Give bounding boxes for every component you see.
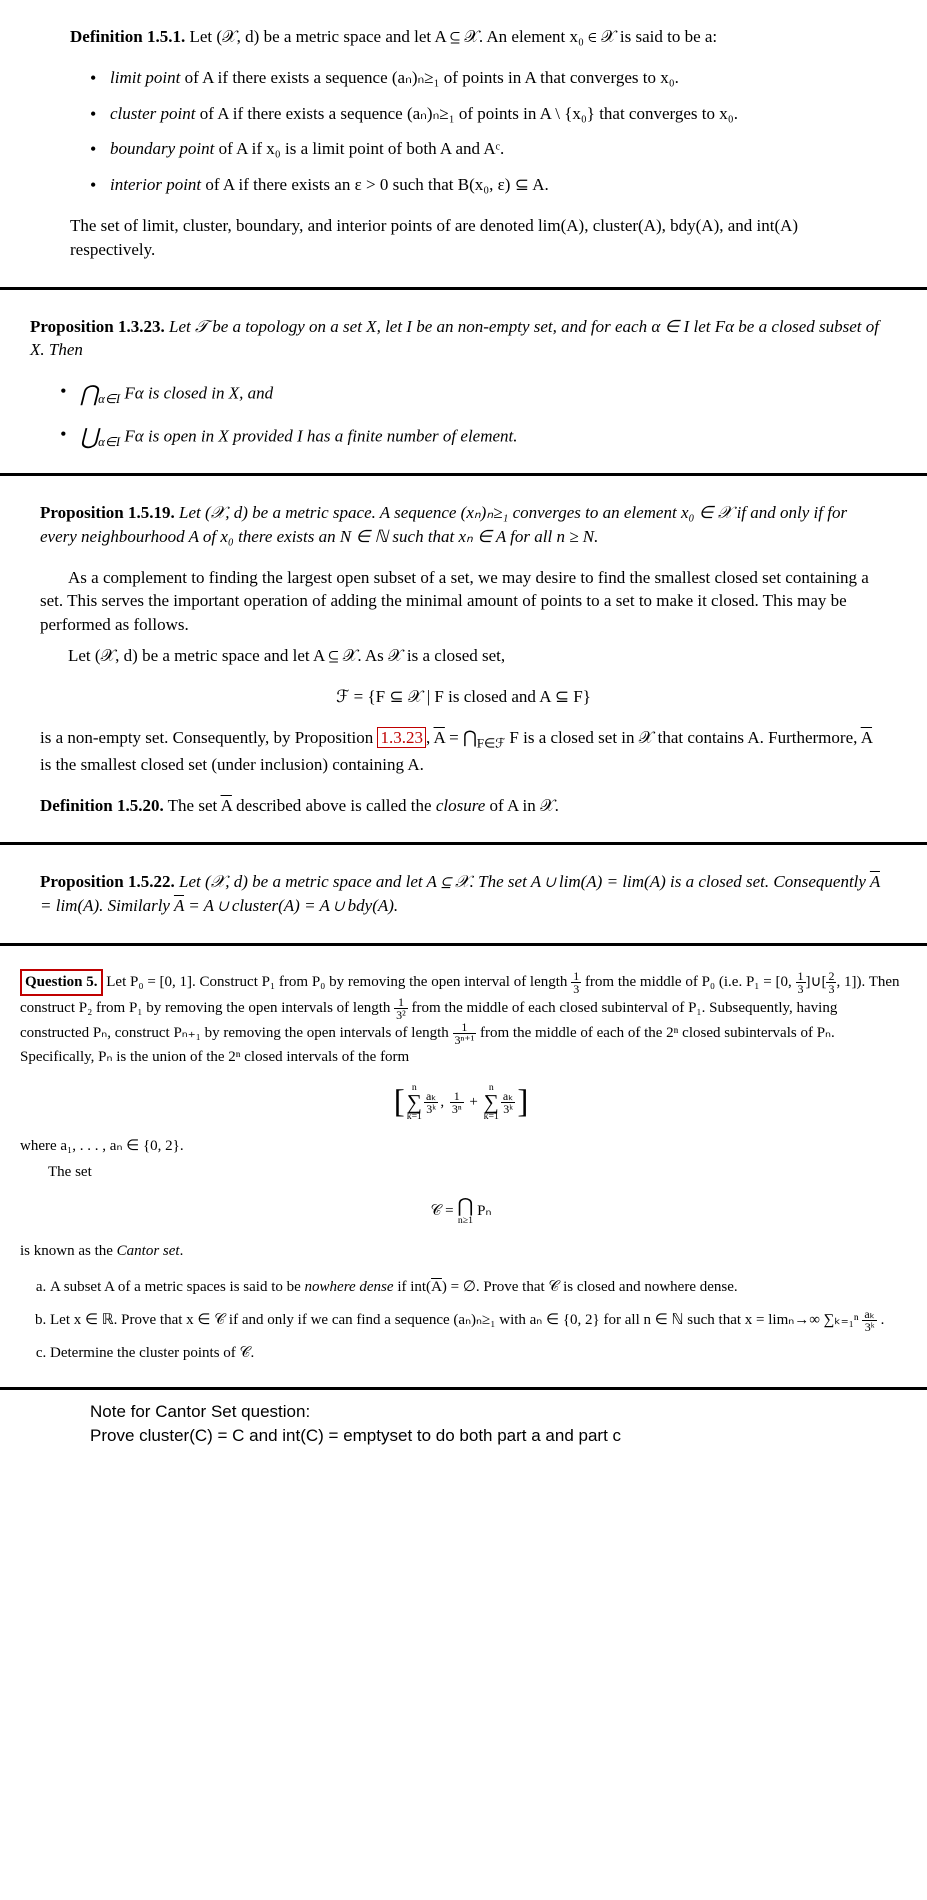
def-label: Definition 1.5.1. <box>70 27 185 46</box>
def-items: limit point of A if there exists a seque… <box>70 66 867 197</box>
q5-part-a: A subset A of a metric spaces is said to… <box>50 1277 902 1298</box>
q5-part-c: Determine the cluster points of 𝒞. <box>50 1343 902 1364</box>
q5-where: where a₁, . . . , aₙ ∈ {0, 2}. <box>20 1136 902 1157</box>
footer-note: Note for Cantor Set question: Prove clus… <box>0 1390 927 1478</box>
q5-intro: Question 5. Let P₀ = [0, 1]. Construct P… <box>20 969 902 1068</box>
note-line-2: Prove cluster(C) = C and int(C) = emptys… <box>90 1424 927 1448</box>
def-heading: Definition 1.5.1. Let (𝒳, d) be a metric… <box>70 25 867 49</box>
q5-theset: The set <box>20 1162 902 1183</box>
question-label: Question 5. <box>20 969 103 996</box>
note-line-1: Note for Cantor Set question: <box>90 1400 927 1424</box>
prop-1519: Proposition 1.5.19. Let (𝒳, d) be a metr… <box>40 501 887 549</box>
prop-heading: Proposition 1.3.23. Let 𝒯 be a topology … <box>30 315 887 363</box>
definition-1-5-1: Definition 1.5.1. Let (𝒳, d) be a metric… <box>0 0 927 290</box>
def-item-interior: interior point of A if there exists an ε… <box>90 173 867 197</box>
eq-cantor-def: 𝒞 = ⋂n≥1 Pₙ <box>20 1198 902 1225</box>
para-let: Let (𝒳, d) be a metric space and let A ⊆… <box>40 644 887 668</box>
para-complement: As a complement to finding the largest o… <box>40 566 887 637</box>
def-intro: Let (𝒳, d) be a metric space and let A ⊆… <box>185 27 717 46</box>
q5-cantor-name: is known as the Cantor set. <box>20 1241 902 1262</box>
q5-parts: A subset A of a metric spaces is said to… <box>20 1277 902 1364</box>
def-item-limit: limit point of A if there exists a seque… <box>90 66 867 90</box>
eq-interval-form: [ n∑k=1 aₖ3ᵏ , 13ⁿ + n∑k=1 aₖ3ᵏ ] <box>20 1083 902 1121</box>
prop-bullets: ⋂α∈I Fα is closed in X, and ⋃α∈I Fα is o… <box>30 379 887 453</box>
ref-link-1-3-23[interactable]: 1.3.23 <box>377 727 426 748</box>
bullet-intersection-closed: ⋂α∈I Fα is closed in X, and <box>60 379 887 410</box>
question-5: Question 5. Let P₀ = [0, 1]. Construct P… <box>0 946 927 1390</box>
def-item-boundary: boundary point of A if x₀ is a limit poi… <box>90 137 867 161</box>
def-outro: The set of limit, cluster, boundary, and… <box>70 214 867 262</box>
proposition-1-5-22: Proposition 1.5.22. Let (𝒳, d) be a metr… <box>0 845 927 946</box>
para-consequently: is a non-empty set. Consequently, by Pro… <box>40 726 887 777</box>
bullet-union-open: ⋃α∈I Fα is open in X provided I has a fi… <box>60 422 887 453</box>
proposition-1-3-23: Proposition 1.3.23. Let 𝒯 be a topology … <box>0 290 927 476</box>
eq-family-F: ℱ = {F ⊆ 𝒳 | F is closed and A ⊆ F} <box>40 685 887 709</box>
prop-1522-body: Proposition 1.5.22. Let (𝒳, d) be a metr… <box>40 870 887 918</box>
proposition-1-5-19: Proposition 1.5.19. Let (𝒳, d) be a metr… <box>0 476 927 845</box>
def-1520: Definition 1.5.20. The set A described a… <box>40 794 887 818</box>
prop-label: Proposition 1.3.23. <box>30 317 165 336</box>
def-item-cluster: cluster point of A if there exists a seq… <box>90 102 867 126</box>
q5-part-b: Let x ∈ ℝ. Prove that x ∈ 𝒞 if and only … <box>50 1308 902 1333</box>
